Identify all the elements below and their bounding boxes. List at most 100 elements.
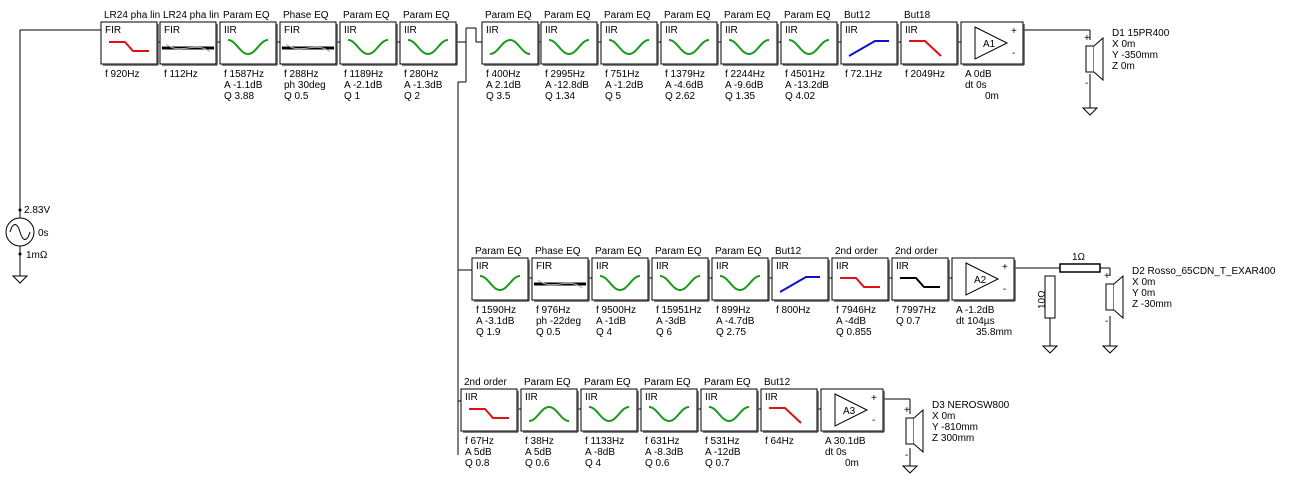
block-title: Param EQ xyxy=(715,246,762,257)
param-label: A 2.1dB xyxy=(486,80,521,91)
param-label: A 5dB xyxy=(525,447,552,458)
param-label: f 67Hz xyxy=(465,436,494,447)
shunt-resistor[interactable] xyxy=(1044,275,1056,319)
block-tag: IIR xyxy=(476,261,489,272)
block-frame xyxy=(399,21,457,65)
block-tag: IIR xyxy=(596,261,609,272)
block-tag: IIR xyxy=(765,392,778,403)
block-title: Param EQ xyxy=(223,10,270,21)
param-label: f 1590Hz xyxy=(476,305,516,316)
node-dot xyxy=(18,208,22,212)
series-resistor[interactable] xyxy=(1059,263,1101,273)
filter-block[interactable]: LR24 pha lin FIR f 112Hz xyxy=(159,10,219,80)
param-label: f 800Hz xyxy=(776,305,810,316)
param-label: A -8dB xyxy=(585,447,615,458)
dip-response-icon xyxy=(407,39,449,56)
param-label: A -8.3dB xyxy=(645,447,684,458)
dip-response-icon xyxy=(599,275,641,292)
param-label: A -1.1dB xyxy=(224,80,263,91)
filter-block[interactable]: But12 IIR f 800Hz xyxy=(771,246,830,316)
block-tag: IIR xyxy=(605,25,618,36)
block-tag: IIR xyxy=(785,25,798,36)
block-frame xyxy=(760,388,818,432)
amplifier-triangle-icon xyxy=(834,393,869,427)
param-label: f 2244Hz xyxy=(725,69,765,80)
block-tag: IIR xyxy=(545,25,558,36)
dip-response-icon xyxy=(659,275,701,292)
amp-param: A -1.2dB xyxy=(956,305,995,316)
dip-response-icon xyxy=(728,39,770,56)
speaker-coord: X 0m xyxy=(932,411,955,422)
dip-response-icon xyxy=(648,406,690,423)
param-label: f 72.1Hz xyxy=(845,69,882,80)
phase-curve-icon xyxy=(285,43,331,53)
highpass-response-icon xyxy=(848,40,889,57)
param-label: A -13.2dB xyxy=(785,80,829,91)
block-title: 2nd order xyxy=(895,246,938,257)
filter-block[interactable]: But12 IIR f 72.1Hz xyxy=(840,10,899,80)
param-label: A -12.8dB xyxy=(545,80,589,91)
block-tag: IIR xyxy=(465,392,478,403)
param-label: f 15951Hz xyxy=(656,305,702,316)
dip-response-icon xyxy=(708,406,750,423)
ground-shunt xyxy=(1041,338,1059,354)
amp-param: 35.8mm xyxy=(976,327,1012,338)
param-label: A -3.1dB xyxy=(476,316,515,327)
filter-block[interactable]: But18 IIR f 2049Hz xyxy=(900,10,959,80)
wires xyxy=(19,27,1111,458)
filter-block[interactable]: LR24 pha lin FIR f 920Hz xyxy=(100,10,160,80)
amp-plus: + xyxy=(871,393,877,404)
filter-block[interactable]: But12 IIR f 64Hz xyxy=(760,377,819,447)
sine-icon xyxy=(9,224,31,240)
param-label: A -1.3dB xyxy=(404,80,443,91)
speaker-coord: Y -350mm xyxy=(1112,50,1158,61)
block-title: Phase EQ xyxy=(535,246,581,257)
block-title: 2nd order xyxy=(835,246,878,257)
param-label: Q 0.6 xyxy=(645,458,670,469)
param-label: A -2.1dB xyxy=(344,80,383,91)
dip-response-icon xyxy=(608,39,650,56)
dip-response-icon xyxy=(719,275,761,292)
source-delay: 0s xyxy=(38,228,49,239)
dip-response-icon xyxy=(588,406,630,423)
param-label: A -1dB xyxy=(596,316,626,327)
speaker-coord: Y 0m xyxy=(1132,288,1155,299)
param-label: ph 30deg xyxy=(284,80,326,91)
speaker-coord: Z 0m xyxy=(1112,61,1135,72)
amp-minus: - xyxy=(1012,48,1015,59)
amp-label: A3 xyxy=(843,406,856,417)
param-label: f 899Hz xyxy=(716,305,750,316)
speaker-coord: Y -810mm xyxy=(932,422,978,433)
param-label: f 531Hz xyxy=(705,436,739,447)
voltage-source[interactable]: 2.83V 0s 1mΩ xyxy=(5,190,50,268)
param-label: f 751Hz xyxy=(605,69,639,80)
